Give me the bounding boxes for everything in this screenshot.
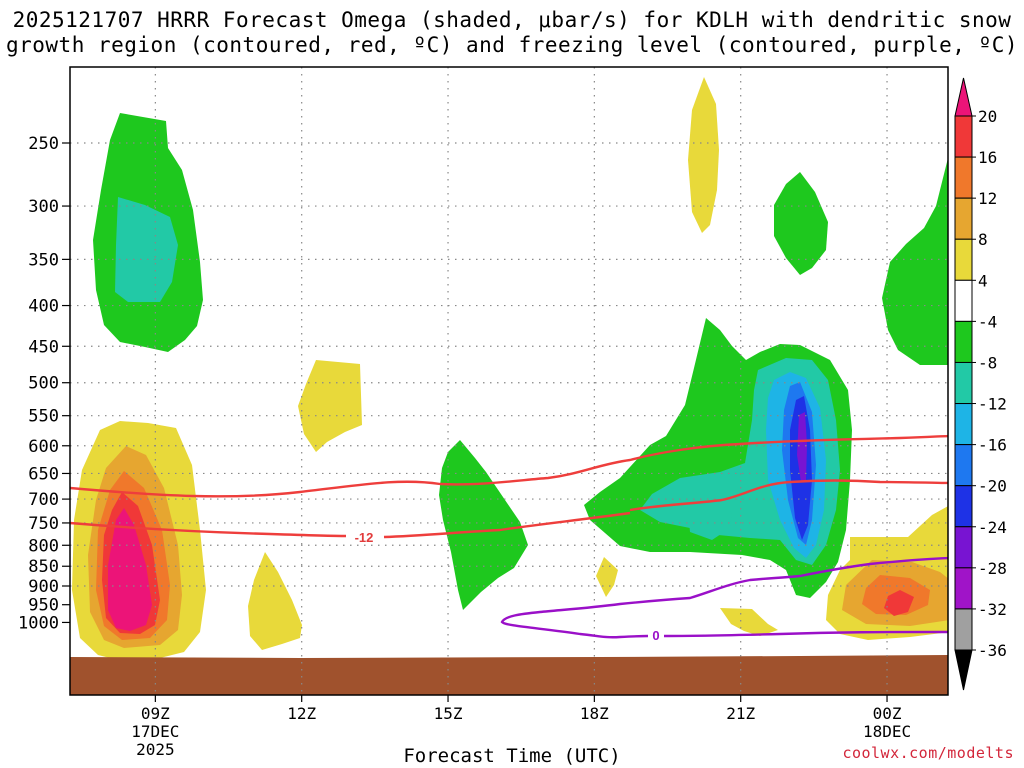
colorbar-swatch-13 — [954, 608, 973, 651]
colorbar: 20 16 12 8 4 -4 -8 -12 -16 -20 -24 -28 -32 -36 — [954, 77, 1007, 691]
colorbar-label-4: 4 — [978, 271, 988, 290]
freezing-level-label: 0 — [652, 628, 659, 643]
colorbar-swatch-7 — [954, 361, 973, 405]
x-tick-label-15Z: 15Z — [434, 704, 463, 723]
colorbar-label-12: 12 — [978, 189, 997, 208]
omega-area-neg12-upper-left — [115, 197, 178, 302]
y-tick-label-850: 850 — [28, 557, 59, 577]
colorbar-bottom-arrow — [954, 649, 973, 691]
colorbar-swatch-4 — [954, 238, 973, 281]
colorbar-label-8: 8 — [978, 230, 988, 249]
colorbar-label-16: 16 — [978, 148, 997, 167]
omega-shading-layer — [70, 77, 948, 695]
omega-area-neg12-21z-lobe — [688, 506, 732, 540]
omega-area-4-small-13z — [298, 360, 362, 452]
omega-area-20-lower-left — [108, 508, 152, 631]
omega-area-neg8-right-edge — [882, 158, 948, 365]
omega-area-4-small-21z — [720, 608, 778, 636]
colorbar-label--36: -36 — [978, 641, 1007, 660]
dgz-label-background — [350, 531, 383, 544]
x-tick-label-09Z: 09Z — [141, 704, 170, 723]
omega-area-4-tall-20z — [688, 77, 719, 233]
y-tick-label-600: 600 — [28, 437, 59, 457]
y-tick-label-400: 400 — [28, 297, 59, 317]
colorbar-swatch-1 — [954, 115, 973, 158]
dgz-upper-contour — [70, 434, 948, 498]
x-tick-date-09Z: 17DEC — [131, 722, 179, 741]
colorbar-swatch-10 — [954, 485, 973, 528]
colorbar-label--4: -4 — [978, 312, 997, 331]
omega-area-neg8-22z-upper — [774, 172, 828, 275]
y-tick-label-250: 250 — [28, 134, 59, 154]
y-tick-label-950: 950 — [28, 596, 59, 616]
dgz-mid-contour — [629, 479, 948, 512]
colorbar-swatch-8 — [954, 403, 973, 446]
omega-area-neg8-15z — [439, 440, 528, 610]
colorbar-label-20: 20 — [978, 107, 997, 126]
freezing-level-contour — [500, 556, 948, 639]
y-tick-label-1000: 1000 — [18, 613, 59, 633]
y-tick-label-550: 550 — [28, 407, 59, 427]
chart-title-line-2: growth region (contoured, red, ºC) and f… — [5, 33, 1019, 57]
x-tick-year-09Z: 2025 — [136, 740, 175, 759]
y-tick-label-750: 750 — [28, 514, 59, 534]
dgz-minus12-contour — [70, 511, 631, 539]
colorbar-label--28: -28 — [978, 559, 1007, 578]
colorbar-top-arrow — [954, 77, 973, 117]
freezing-label-background — [648, 629, 663, 643]
y-tick-label-700: 700 — [28, 490, 59, 510]
colorbar-swatch-9 — [954, 444, 973, 487]
colorbar-swatch-6 — [954, 320, 973, 363]
omega-area-4-small-18z — [596, 557, 618, 597]
dgz-minus12-label: -12 — [355, 530, 374, 545]
x-axis-title: Forecast Time (UTC) — [403, 745, 621, 767]
colorbar-swatch-12 — [954, 567, 973, 610]
colorbar-label--24: -24 — [978, 518, 1007, 537]
colorbar-label--8: -8 — [978, 353, 997, 372]
plot-frame — [69, 66, 949, 696]
x-tick-label-00Z: 00Z — [873, 704, 902, 723]
y-tick-label-350: 350 — [28, 250, 59, 270]
colorbar-swatch-2 — [954, 156, 973, 199]
dgz-contours — [70, 434, 948, 539]
colorbar-swatch-11 — [954, 526, 973, 569]
colorbar-label--32: -32 — [978, 600, 1007, 619]
y-axis: 2503003504004505005506006507007508008509… — [18, 134, 70, 633]
colorbar-swatch-5 — [954, 279, 973, 322]
chart-title-line-1: 2025121707 HRRR Forecast Omega (shaded, … — [12, 8, 1012, 32]
x-tick-date-00Z: 18DEC — [863, 722, 911, 741]
x-tick-label-21Z: 21Z — [726, 704, 755, 723]
colorbar-label--12: -12 — [978, 395, 1007, 414]
site-credit: coolwx.com/modelts — [842, 744, 1014, 762]
omega-area-neg28-22z — [797, 412, 807, 482]
y-tick-label-650: 650 — [28, 464, 59, 484]
y-tick-label-450: 450 — [28, 337, 59, 357]
omega-area-4-small-11z — [248, 552, 302, 650]
omega-area-16-lower-right — [884, 590, 914, 616]
y-tick-label-500: 500 — [28, 374, 59, 394]
x-tick-label-18Z: 18Z — [580, 704, 609, 723]
y-tick-label-900: 900 — [28, 577, 59, 597]
freezing-level-contour-group — [500, 556, 948, 639]
colorbar-label--20: -20 — [978, 477, 1007, 496]
colorbar-label--16: -16 — [978, 436, 1007, 455]
y-tick-label-300: 300 — [28, 197, 59, 217]
x-tick-label-12Z: 12Z — [287, 704, 316, 723]
y-tick-label-800: 800 — [28, 536, 59, 556]
terrain-ground — [70, 655, 948, 695]
colorbar-swatch-3 — [954, 197, 973, 240]
